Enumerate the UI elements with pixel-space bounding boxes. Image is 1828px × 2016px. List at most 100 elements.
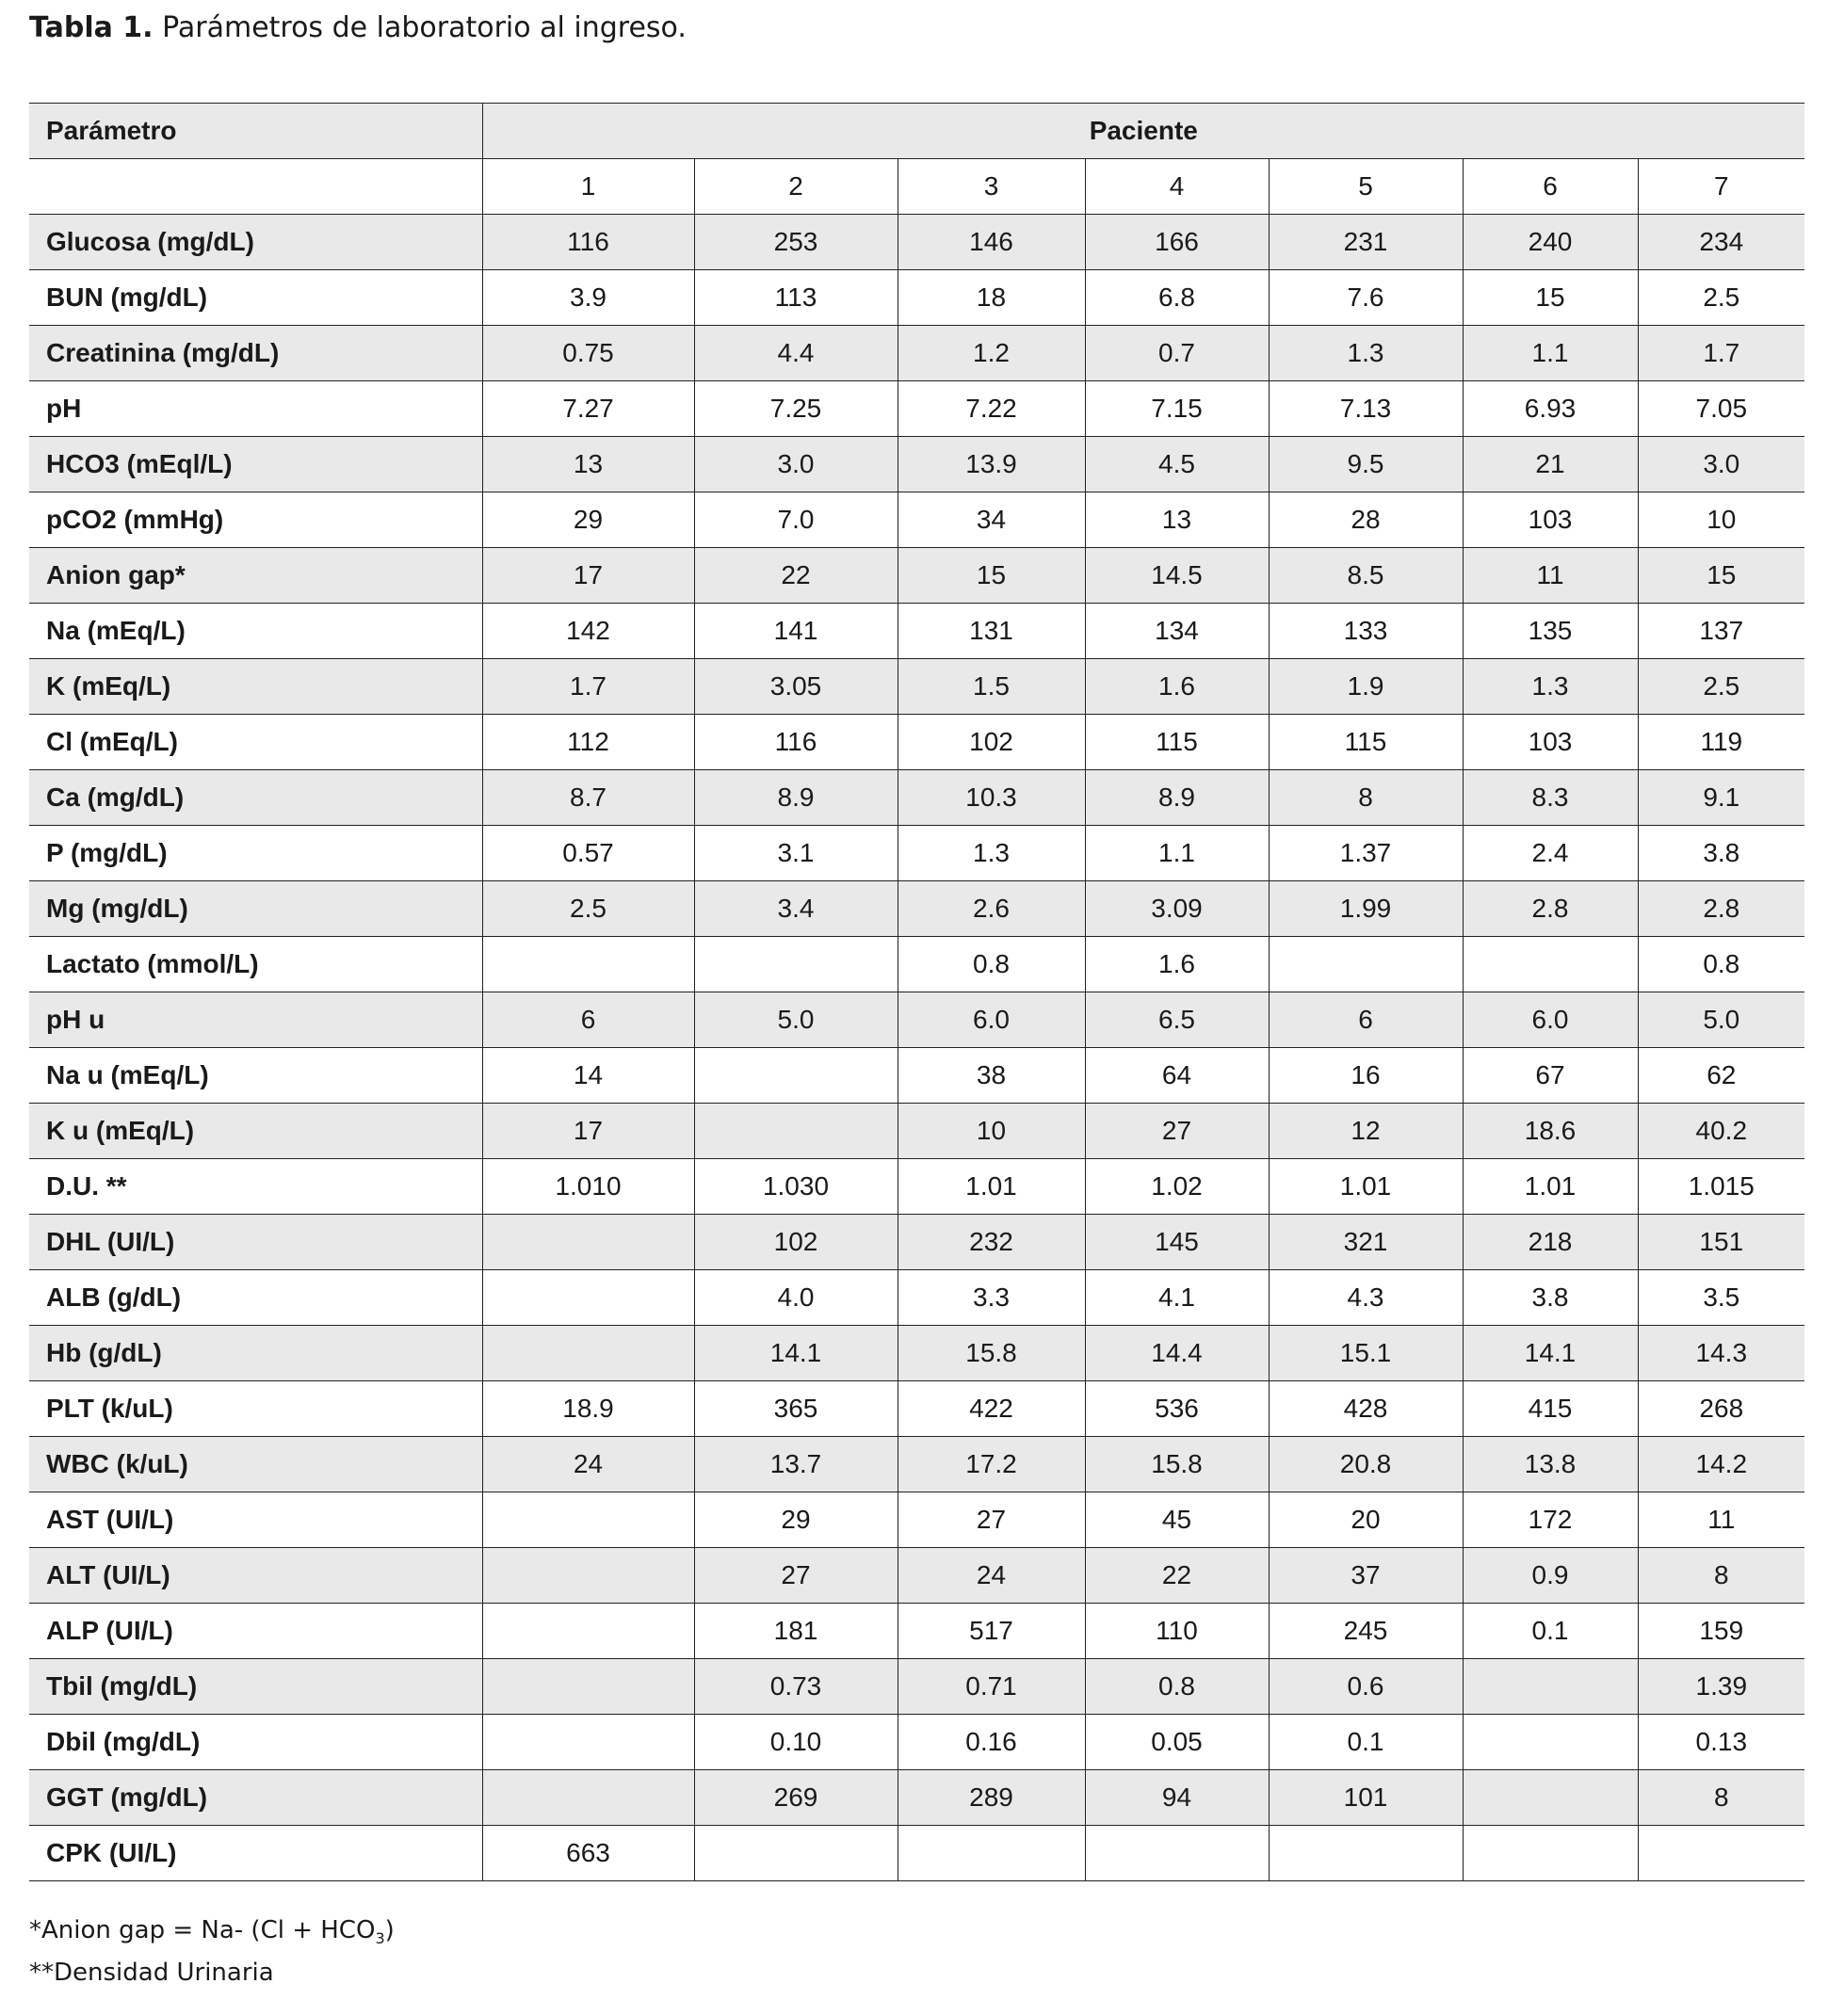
value-cell: 231 <box>1268 214 1463 270</box>
parameter-name: Glucosa (mg/dL) <box>29 214 482 270</box>
value-cell <box>1084 1825 1269 1881</box>
data-row: Mg (mg/dL) 2.5 3.4 2.6 3.09 1.99 2.8 2.8 <box>29 880 1805 937</box>
value-cell: 115 <box>1268 714 1463 770</box>
value-cell: 663 <box>481 1825 694 1881</box>
value-cell: 3.3 <box>897 1269 1085 1326</box>
data-row: D.U. ** 1.010 1.030 1.01 1.02 1.01 1.01 1.015 <box>29 1158 1805 1215</box>
value-cell: 9.1 <box>1637 769 1805 826</box>
value-cell: 103 <box>1462 714 1638 770</box>
parameter-name: Lactato (mmol/L) <box>29 936 482 992</box>
parameter-name: ALB (g/dL) <box>29 1269 482 1326</box>
value-cell: 64 <box>1084 1047 1269 1104</box>
value-cell: 6.0 <box>1462 992 1638 1048</box>
value-cell: 14.1 <box>1462 1325 1638 1381</box>
parameter-name: pH <box>29 380 482 437</box>
value-cell: 172 <box>1462 1492 1638 1548</box>
data-row: Na u (mEq/L) 14 38 64 16 67 62 <box>29 1047 1805 1104</box>
value-cell: 3.05 <box>693 658 898 715</box>
value-cell: 3.8 <box>1637 825 1805 881</box>
data-row: Tbil (mg/dL) 0.73 0.71 0.8 0.6 1.39 <box>29 1658 1805 1715</box>
parameter-name: D.U. ** <box>29 1158 482 1215</box>
data-row: pCO2 (mmHg) 29 7.0 34 13 28 103 10 <box>29 492 1805 548</box>
value-cell: 1.015 <box>1637 1158 1805 1215</box>
parameter-name: WBC (k/uL) <box>29 1436 482 1492</box>
value-cell <box>1268 936 1463 992</box>
value-cell: 1.030 <box>693 1158 898 1215</box>
parameter-name: ALT (UI/L) <box>29 1547 482 1604</box>
value-cell: 6.93 <box>1462 380 1638 437</box>
value-cell: 133 <box>1268 603 1463 659</box>
value-cell: 15.8 <box>1084 1436 1269 1492</box>
value-cell <box>1462 1825 1638 1881</box>
value-cell: 3.0 <box>1637 436 1805 492</box>
parameter-name: Ca (mg/dL) <box>29 769 482 826</box>
value-cell: 253 <box>693 214 898 270</box>
data-row: PLT (k/uL) 18.9 365 422 536 428 415 268 <box>29 1380 1805 1437</box>
value-cell: 0.1 <box>1462 1603 1638 1659</box>
value-cell: 8 <box>1268 769 1463 826</box>
value-cell: 2.5 <box>1637 269 1805 326</box>
table-caption: Tabla 1. Parámetros de laboratorio al in… <box>29 11 687 44</box>
value-cell: 245 <box>1268 1603 1463 1659</box>
value-cell: 10 <box>897 1103 1085 1159</box>
value-cell: 14.2 <box>1637 1436 1805 1492</box>
header-cell: Parámetro <box>29 103 482 159</box>
data-row: AST (UI/L) 29 27 45 20 172 11 <box>29 1492 1805 1548</box>
header-row: Parámetro Paciente <box>29 103 1805 159</box>
lab-table: Parámetro Paciente 1 2 3 4 5 6 7 Glucosa (mg/dL) 1… <box>29 103 1805 1881</box>
parameter-name: Na (mEq/L) <box>29 603 482 659</box>
value-cell: 0.6 <box>1268 1658 1463 1715</box>
value-cell: 218 <box>1462 1214 1638 1270</box>
value-cell: 422 <box>897 1380 1085 1437</box>
value-cell: 234 <box>1637 214 1805 270</box>
data-row: pH 7.27 7.25 7.22 7.15 7.13 6.93 7.05 <box>29 380 1805 437</box>
value-cell: 27 <box>897 1492 1085 1548</box>
value-cell <box>481 1214 694 1270</box>
value-cell: 13.9 <box>897 436 1085 492</box>
value-cell: 14 <box>481 1047 694 1104</box>
value-cell: 134 <box>1084 603 1269 659</box>
value-cell: 20.8 <box>1268 1436 1463 1492</box>
data-row: Ca (mg/dL) 8.7 8.9 10.3 8.9 8 8.3 9.1 <box>29 769 1805 826</box>
parameter-name: Tbil (mg/dL) <box>29 1658 482 1715</box>
value-cell: 8 <box>1637 1769 1805 1826</box>
value-cell: 113 <box>693 269 898 326</box>
value-cell <box>1462 1769 1638 1826</box>
value-cell: 6.8 <box>1084 269 1269 326</box>
value-cell: 0.8 <box>897 936 1085 992</box>
value-cell: 28 <box>1268 492 1463 548</box>
value-cell: 1.37 <box>1268 825 1463 881</box>
value-cell: 1.3 <box>1462 658 1638 715</box>
value-cell: 13 <box>481 436 694 492</box>
value-cell: 119 <box>1637 714 1805 770</box>
value-cell <box>1637 1825 1805 1881</box>
patient-number: 6 <box>1462 158 1638 215</box>
value-cell: 2.6 <box>897 880 1085 937</box>
value-cell: 18.9 <box>481 1380 694 1437</box>
value-cell: 151 <box>1637 1214 1805 1270</box>
value-cell: 18 <box>897 269 1085 326</box>
value-cell: 232 <box>897 1214 1085 1270</box>
data-row: Hb (g/dL) 14.1 15.8 14.4 15.1 14.1 14.3 <box>29 1325 1805 1381</box>
parameter-name: DHL (UI/L) <box>29 1214 482 1270</box>
value-cell: 5.0 <box>1637 992 1805 1048</box>
value-cell: 0.8 <box>1084 1658 1269 1715</box>
value-cell: 1.5 <box>897 658 1085 715</box>
value-cell: 16 <box>1268 1047 1463 1104</box>
value-cell: 0.8 <box>1637 936 1805 992</box>
value-cell: 1.01 <box>1462 1158 1638 1215</box>
value-cell: 116 <box>481 214 694 270</box>
value-cell: 517 <box>897 1603 1085 1659</box>
value-cell: 13 <box>1084 492 1269 548</box>
value-cell: 1.1 <box>1084 825 1269 881</box>
caption-text: Parámetros de laboratorio al ingreso. <box>162 11 687 44</box>
data-row: Lactato (mmol/L) 0.8 1.6 0.8 <box>29 936 1805 992</box>
value-cell <box>481 1325 694 1381</box>
value-cell: 8 <box>1637 1547 1805 1604</box>
value-cell <box>481 1269 694 1326</box>
value-cell: 181 <box>693 1603 898 1659</box>
data-row: DHL (UI/L) 102 232 145 321 218 151 <box>29 1214 1805 1270</box>
data-row: pH u 6 5.0 6.0 6.5 6 6.0 5.0 <box>29 992 1805 1048</box>
data-row: K u (mEq/L) 17 10 27 12 18.6 40.2 <box>29 1103 1805 1159</box>
value-cell <box>693 936 898 992</box>
